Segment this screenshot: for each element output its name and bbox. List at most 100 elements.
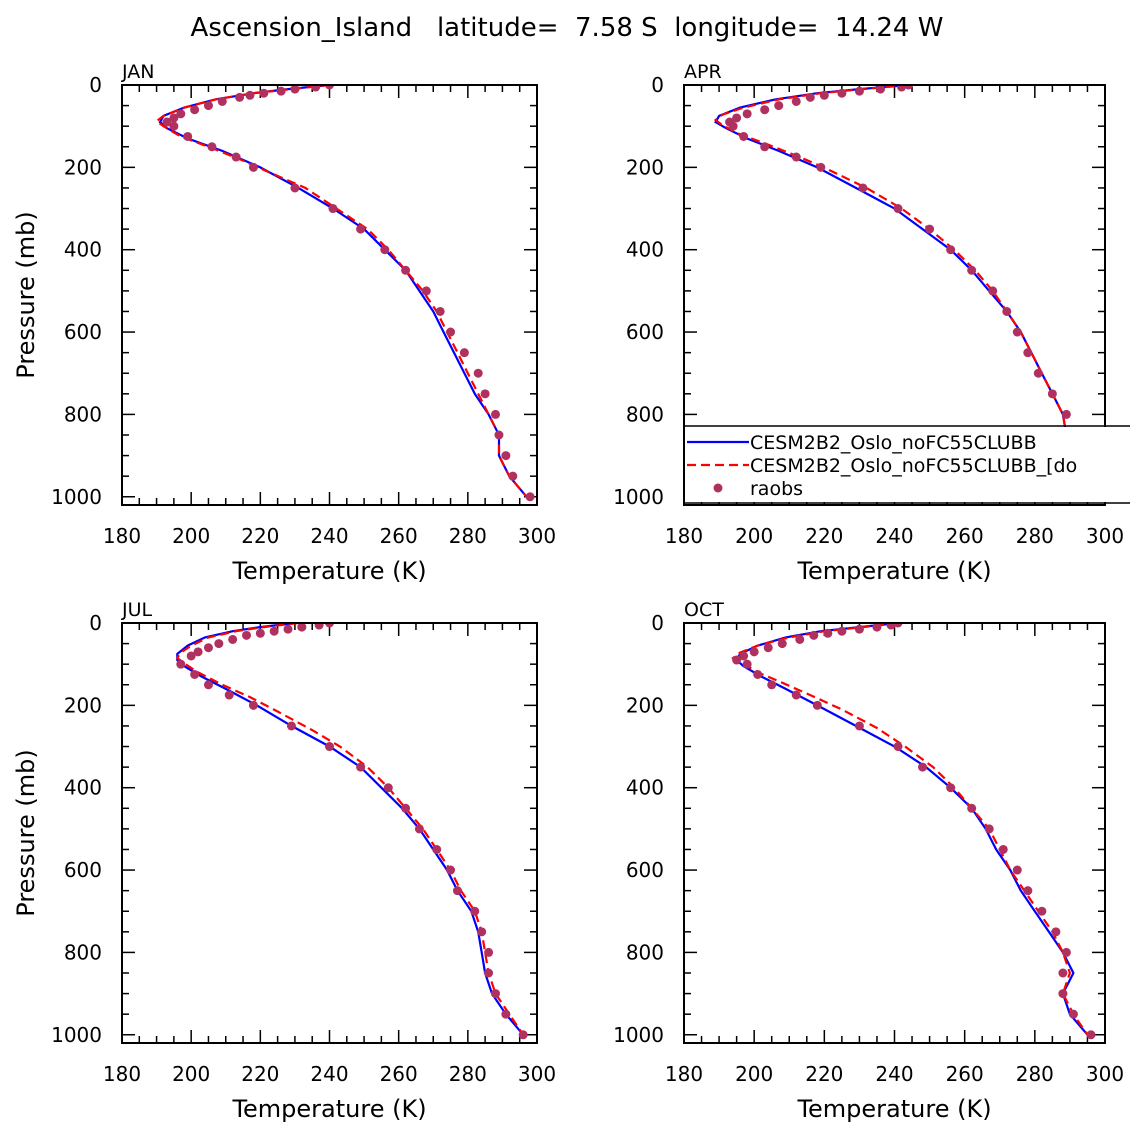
y-tick-label: 400 [626, 238, 664, 262]
raobs-point [484, 947, 494, 957]
x-tick-label: 200 [735, 524, 773, 548]
y-tick-label: 200 [64, 155, 102, 179]
raobs-point [805, 92, 815, 102]
raobs-point [283, 624, 293, 634]
raobs-point [1058, 968, 1068, 978]
y-tick-label: 1000 [51, 485, 102, 509]
raobs-point [203, 680, 213, 690]
panel-jan: JAN 180 200 220 240 260 280 300 0 200 400 600 800 100… [12, 61, 556, 585]
raobs-point [925, 224, 935, 234]
raobs-point [893, 204, 903, 214]
raobs-point [1023, 348, 1033, 358]
raobs-point [518, 1030, 528, 1040]
raobs-point [207, 142, 217, 152]
raobs-point [248, 700, 258, 710]
raobs-point [248, 162, 258, 172]
raobs-point [728, 121, 738, 131]
y-tick-label: 600 [626, 858, 664, 882]
raobs-point [190, 105, 200, 115]
panel-label: JAN [121, 61, 154, 83]
raobs-point [791, 690, 801, 700]
x-tick-label: 220 [805, 1062, 843, 1086]
raobs-point [1037, 906, 1047, 916]
model-line-solid [176, 623, 525, 1036]
legend-entry: CESM2B2_Oslo_noFC55CLUBB_[do [750, 455, 1077, 477]
raobs-point [459, 348, 469, 358]
raobs-point [484, 968, 494, 978]
raobs-point [491, 989, 500, 999]
raobs-point [473, 368, 483, 378]
y-tick-label: 800 [64, 940, 102, 964]
raobs-point [203, 643, 213, 653]
raobs-point [795, 634, 805, 644]
x-tick-label: 280 [1016, 1062, 1054, 1086]
raobs-point [763, 643, 773, 653]
raobs-point [837, 88, 847, 98]
model-line-dashed [154, 85, 528, 498]
raobs-point [501, 1009, 511, 1019]
raobs-point [760, 105, 770, 115]
raobs-point [858, 183, 868, 193]
y-axis-label: Pressure (mb) [12, 211, 40, 378]
raobs-point [1033, 368, 1043, 378]
y-tick-label: 1000 [51, 1023, 102, 1047]
raobs-point [886, 623, 896, 630]
y-tick-label: 400 [64, 776, 102, 800]
y-tick-label: 1000 [613, 485, 664, 509]
raobs-point [988, 286, 998, 296]
raobs-point [491, 409, 500, 419]
x-tick-label: 260 [380, 524, 418, 548]
raobs-point [854, 86, 864, 96]
raobs-point [183, 131, 193, 141]
plot-frame [121, 622, 538, 1044]
raobs-point [414, 824, 424, 834]
raobs-point [967, 803, 977, 813]
raobs-point [984, 824, 994, 834]
raobs-point [946, 245, 956, 255]
plot-area [731, 623, 1096, 1040]
panel-label: OCT [684, 599, 724, 621]
raobs-point [186, 651, 196, 661]
x-tick-label: 200 [172, 1062, 210, 1086]
raobs-point [214, 639, 224, 649]
y-tick-label: 0 [89, 73, 102, 97]
y-tick-label: 1000 [613, 1023, 664, 1047]
raobs-point [228, 634, 238, 644]
x-tick-label: 220 [241, 524, 279, 548]
model-line-dashed [175, 623, 525, 1036]
y-tick-label: 600 [64, 320, 102, 344]
model-line-dashed [731, 623, 1089, 1036]
raobs-point [162, 117, 172, 127]
raobs-point [837, 626, 847, 636]
raobs-point [875, 85, 885, 94]
raobs-point [1086, 1030, 1096, 1040]
raobs-point [508, 471, 518, 481]
raobs-point [311, 85, 321, 92]
raobs-point [401, 803, 411, 813]
y-tick-label: 600 [626, 320, 664, 344]
y-tick-label: 200 [626, 693, 664, 717]
panel-label: JUL [121, 599, 153, 621]
raobs-point [1002, 306, 1012, 316]
raobs-point [854, 721, 864, 731]
raobs-point [753, 669, 763, 679]
x-tick-label: 300 [518, 1062, 556, 1086]
y-tick-label: 0 [651, 611, 664, 635]
x-tick-label: 180 [103, 1062, 141, 1086]
raobs-point [1068, 1009, 1078, 1019]
raobs-point [276, 86, 286, 96]
raobs-point [1061, 409, 1071, 419]
raobs-point [998, 844, 1008, 854]
raobs-point [739, 131, 749, 141]
raobs-point [435, 306, 445, 316]
raobs-point [328, 204, 338, 214]
figure-title: Ascension_Island latitude= 7.58 S longit… [191, 13, 944, 43]
x-tick-label: 240 [310, 1062, 348, 1086]
x-tick-label: 300 [1086, 524, 1124, 548]
raobs-point [432, 844, 442, 854]
legend-entry: raobs [750, 478, 803, 500]
raobs-point [904, 85, 914, 90]
raobs-point [169, 121, 179, 131]
y-tick-label: 800 [626, 402, 664, 426]
y-tick-label: 0 [89, 611, 102, 635]
